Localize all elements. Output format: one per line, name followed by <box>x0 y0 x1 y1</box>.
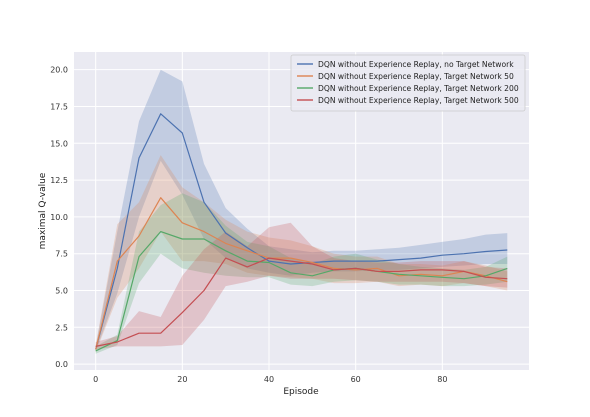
y-tick-label: 2.5 <box>55 323 68 332</box>
legend-entry-1: DQN without Experience Replay, no Target… <box>318 60 514 69</box>
x-tick-labels: 0 20 40 60 80 <box>93 375 447 384</box>
confidence-band-3 <box>95 193 508 354</box>
confidence-band-2 <box>95 155 508 353</box>
series-line-3 <box>95 231 508 352</box>
x-tick-label: 0 <box>93 375 98 384</box>
legend-entry-4: DQN without Experience Replay, Target Ne… <box>318 96 519 105</box>
series-line-2 <box>95 197 508 350</box>
y-tick-labels: 0.0 2.5 5.0 7.5 10.0 12.5 15.0 17.5 20.0 <box>50 66 68 369</box>
x-tick-label: 60 <box>351 375 361 384</box>
series-line-4 <box>95 257 508 347</box>
y-tick-label: 5.0 <box>55 287 68 296</box>
x-axis-label: Episode <box>283 387 319 397</box>
legend: DQN without Experience Replay, no Target… <box>290 54 526 112</box>
y-tick-label: 17.5 <box>50 102 68 111</box>
confidence-band-4 <box>95 222 508 350</box>
x-tick-label: 20 <box>177 375 187 384</box>
y-tick-label: 12.5 <box>50 176 68 185</box>
confidence-bands <box>95 69 508 354</box>
y-axis-label: maximal Q-value <box>38 172 48 249</box>
y-tick-label: 20.0 <box>50 66 68 75</box>
y-tick-label: 0.0 <box>55 360 68 369</box>
legend-entry-2: DQN without Experience Replay, Target Ne… <box>318 72 514 81</box>
y-tick-label: 7.5 <box>55 250 68 259</box>
series-lines <box>95 113 508 352</box>
y-tick-label: 10.0 <box>50 213 68 222</box>
legend-box <box>290 54 526 112</box>
x-tick-label: 80 <box>437 375 447 384</box>
x-tick-label: 40 <box>264 375 274 384</box>
legend-entry-3: DQN without Experience Replay, Target Ne… <box>318 84 519 93</box>
series-line-1 <box>95 113 508 350</box>
y-tick-label: 15.0 <box>50 139 68 148</box>
